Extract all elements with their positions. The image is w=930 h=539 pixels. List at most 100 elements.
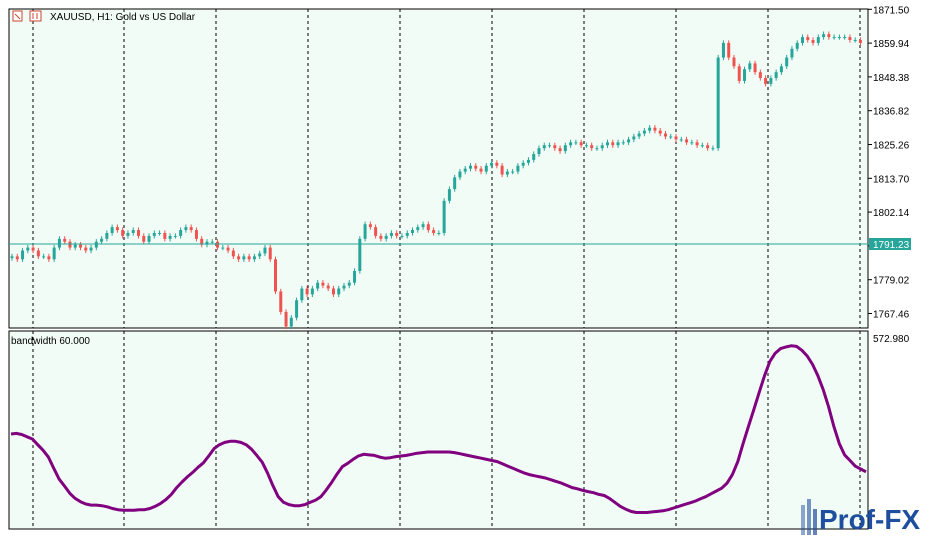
indicator-top-label: 572.980 (873, 334, 910, 345)
candle (131, 227, 135, 236)
candle (511, 168, 515, 175)
candle (194, 227, 198, 242)
candle (21, 247, 25, 262)
candle (400, 233, 404, 239)
candle (84, 244, 88, 254)
candle (843, 34, 847, 40)
candle (516, 163, 520, 175)
candle (184, 224, 188, 233)
candle (658, 128, 662, 137)
candle (158, 230, 162, 236)
candle (168, 233, 172, 242)
candle (411, 227, 415, 236)
candle (648, 125, 652, 134)
candle (268, 244, 272, 262)
candle (42, 253, 46, 259)
candle (305, 285, 309, 298)
candle (700, 142, 704, 148)
candle (216, 239, 220, 251)
price-pane[interactable] (8, 8, 869, 329)
candle (748, 60, 752, 72)
candle (732, 54, 736, 69)
candle (532, 151, 536, 163)
indicator-pane[interactable] (8, 330, 869, 530)
candle (258, 250, 262, 259)
candle (432, 227, 436, 236)
candle (606, 139, 610, 148)
candle (574, 139, 578, 145)
candle (542, 142, 546, 151)
candle (395, 230, 399, 239)
candle (237, 253, 241, 262)
candle (521, 160, 525, 169)
candle (110, 224, 114, 236)
candle (816, 34, 820, 46)
candle (553, 142, 557, 151)
candle (679, 136, 683, 143)
candle (36, 247, 40, 259)
candle (447, 186, 451, 204)
current-price-label: 1791.23 (873, 240, 910, 251)
candle (442, 198, 446, 236)
candle (463, 166, 467, 175)
candle (331, 285, 335, 298)
candle (242, 253, 246, 262)
candle (569, 139, 573, 148)
symbol-title: XAUUSD, H1: Gold vs US Dollar (50, 12, 196, 23)
candle (205, 239, 209, 248)
candle (853, 37, 857, 43)
price-tick-label: 1802.14 (873, 208, 910, 219)
candle (263, 244, 267, 257)
candle (226, 244, 230, 254)
candle (115, 224, 119, 233)
candle (716, 54, 720, 151)
candle (163, 230, 167, 242)
candle (284, 309, 288, 330)
candle (774, 69, 778, 81)
candle (94, 239, 98, 251)
price-tick-label: 1848.38 (873, 73, 910, 84)
price-tick-label: 1779.02 (873, 276, 910, 287)
candle (764, 75, 768, 87)
candle (669, 133, 673, 140)
candles (10, 31, 862, 330)
candle (848, 34, 852, 43)
candle (653, 125, 657, 134)
candle (68, 239, 72, 251)
candle (136, 227, 140, 239)
candle (437, 230, 441, 236)
candle (200, 236, 204, 248)
candle (374, 224, 378, 239)
candle (63, 236, 67, 245)
price-tick-label: 1871.50 (873, 5, 910, 16)
candle (558, 145, 562, 154)
candle (416, 224, 420, 233)
candle (57, 236, 61, 251)
candle (490, 160, 494, 169)
candle (73, 242, 77, 251)
candle (173, 233, 177, 239)
bandwidth-line (10, 344, 867, 514)
candle (832, 34, 836, 40)
candle (806, 34, 810, 43)
candle (353, 268, 357, 286)
candle (827, 31, 831, 40)
candle (252, 253, 256, 262)
candle (31, 244, 35, 254)
candle (695, 139, 699, 148)
candle (26, 244, 30, 254)
candle (247, 253, 251, 262)
candle (779, 63, 783, 75)
candle (273, 256, 277, 295)
candle (790, 46, 794, 61)
price-tick-label: 1825.26 (873, 140, 910, 151)
candle (548, 142, 552, 148)
candle (563, 142, 567, 154)
candle (189, 224, 193, 233)
candle (358, 236, 362, 274)
candle (15, 253, 19, 262)
candle (600, 142, 604, 151)
candle (121, 227, 125, 239)
current-price-tag (869, 237, 911, 250)
